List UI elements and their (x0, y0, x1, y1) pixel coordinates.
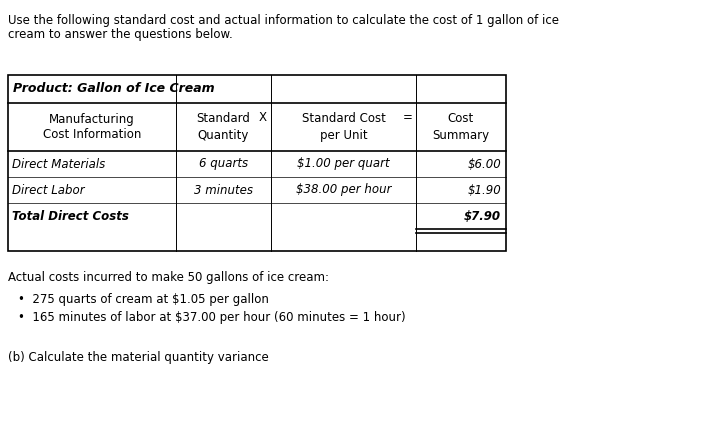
Text: $1.00 per quart: $1.00 per quart (298, 157, 390, 171)
Text: X: X (259, 111, 267, 124)
Text: Direct Labor: Direct Labor (12, 184, 85, 197)
Text: (b) Calculate the material quantity variance: (b) Calculate the material quantity vari… (8, 351, 269, 364)
Text: Standard
Quantity: Standard Quantity (197, 113, 250, 141)
Text: •  165 minutes of labor at $37.00 per hour (60 minutes = 1 hour): • 165 minutes of labor at $37.00 per hou… (18, 311, 405, 324)
Text: 3 minutes: 3 minutes (194, 184, 253, 197)
Text: Direct Materials: Direct Materials (12, 157, 105, 171)
Text: Standard Cost
per Unit: Standard Cost per Unit (302, 113, 386, 141)
Text: Cost
Summary: Cost Summary (432, 113, 489, 141)
Text: Product: Gallon of Ice Cream: Product: Gallon of Ice Cream (13, 83, 214, 95)
Text: $1.90: $1.90 (467, 184, 501, 197)
Text: Total Direct Costs: Total Direct Costs (12, 209, 129, 222)
Text: $38.00 per hour: $38.00 per hour (296, 184, 391, 197)
Text: =: = (403, 111, 413, 124)
Text: •  275 quarts of cream at $1.05 per gallon: • 275 quarts of cream at $1.05 per gallo… (18, 293, 269, 306)
Text: Actual costs incurred to make 50 gallons of ice cream:: Actual costs incurred to make 50 gallons… (8, 271, 329, 284)
Text: Manufacturing
Cost Information: Manufacturing Cost Information (43, 113, 141, 141)
Text: Use the following standard cost and actual information to calculate the cost of : Use the following standard cost and actu… (8, 14, 559, 27)
Text: $6.00: $6.00 (467, 157, 501, 171)
Text: 6 quarts: 6 quarts (199, 157, 248, 171)
Text: cream to answer the questions below.: cream to answer the questions below. (8, 28, 233, 41)
Text: $7.90: $7.90 (464, 209, 501, 222)
Bar (8, 75, 506, 251)
